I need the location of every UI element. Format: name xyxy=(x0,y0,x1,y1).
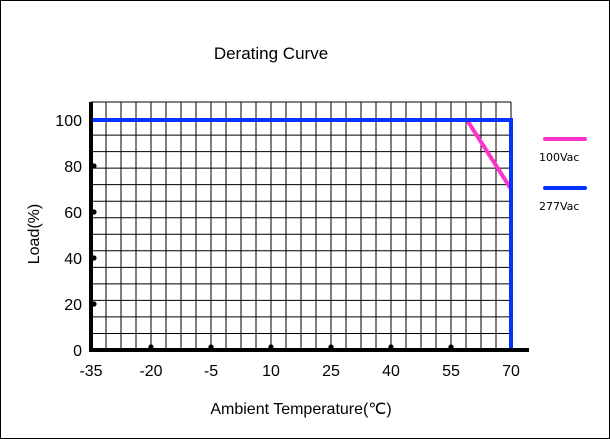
series-group xyxy=(91,118,513,350)
x-tick-label: 55 xyxy=(442,363,460,380)
y-ticks: 0 20 40 60 80 100 xyxy=(55,113,97,360)
y-tick-label: 20 xyxy=(64,297,82,314)
x-tick-mark xyxy=(268,344,274,350)
x-tick-mark xyxy=(148,344,154,350)
x-axis-label: Ambient Temperature(℃) xyxy=(210,401,391,418)
legend-label-100Vac: 100Vac xyxy=(539,151,579,164)
y-tick-label: 40 xyxy=(64,251,82,268)
y-axis-label: Load(%) xyxy=(26,204,43,264)
y-tick-label: 100 xyxy=(55,113,82,130)
y-tick-label: 80 xyxy=(64,159,82,176)
x-tick-label: -35 xyxy=(79,363,102,380)
x-tick-mark xyxy=(328,344,334,350)
x-tick-mark xyxy=(208,344,214,350)
legend-label-277Vac: 277Vac xyxy=(539,200,579,213)
y-tick-label: 60 xyxy=(64,205,82,222)
y-tick-mark xyxy=(91,301,97,307)
y-tick-label: 0 xyxy=(73,343,82,360)
x-tick-label: 40 xyxy=(382,363,400,380)
axes xyxy=(89,102,529,352)
legend: 100Vac 277Vac xyxy=(539,137,587,213)
series-line-277Vac xyxy=(91,118,513,350)
x-tick-label: -5 xyxy=(204,363,218,380)
y-tick-mark xyxy=(91,163,97,169)
y-tick-mark xyxy=(91,255,97,261)
x-tick-label: 10 xyxy=(262,363,280,380)
y-tick-mark xyxy=(91,209,97,215)
x-tick-mark xyxy=(388,344,394,350)
x-tick-label: 70 xyxy=(502,363,520,380)
x-tick-mark xyxy=(448,344,454,350)
x-tick-label: -20 xyxy=(139,363,162,380)
grid xyxy=(90,101,512,351)
x-tick-label: 25 xyxy=(322,363,340,380)
chart-title: Derating Curve xyxy=(214,44,328,63)
x-ticks: -35 -20 -5 10 25 40 55 70 xyxy=(79,344,520,380)
